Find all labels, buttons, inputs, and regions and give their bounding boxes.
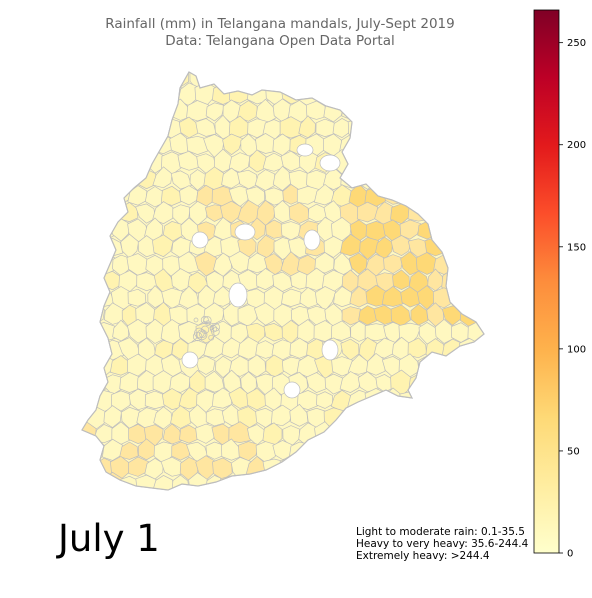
- city-mandal: [203, 316, 212, 325]
- mandal-region: [153, 406, 173, 430]
- unmapped-area: [234, 223, 256, 241]
- mandal-region: [215, 355, 232, 379]
- mandal-region: [356, 201, 379, 223]
- unmapped-area: [181, 351, 199, 369]
- mandal-region: [263, 323, 285, 342]
- mandal-region: [315, 118, 336, 138]
- mandal-region: [237, 336, 260, 360]
- unmapped-area: [321, 339, 339, 361]
- mandal-region: [314, 252, 335, 274]
- city-mandal: [198, 330, 207, 338]
- mandal-region: [152, 234, 174, 258]
- city-mandal: [194, 327, 205, 339]
- unmapped-area: [228, 282, 248, 308]
- mandal-region: [161, 388, 184, 411]
- unmapped-area: [303, 229, 321, 251]
- unmapped-area: [296, 143, 314, 157]
- legend-note-extreme: Extremely heavy: >244.4: [356, 550, 490, 562]
- colorbar-tick-label: 250: [567, 38, 586, 49]
- mandal-region: [188, 472, 208, 490]
- map-subtitle: Data: Telangana Open Data Portal: [165, 33, 395, 49]
- mandal-region: [204, 370, 225, 393]
- legend-note-light: Light to moderate rain: 0.1-35.5: [356, 526, 525, 538]
- city-mandal: [192, 331, 203, 342]
- city-mandal: [200, 316, 209, 324]
- city-mandal: [205, 320, 211, 326]
- mandal-region: [127, 288, 147, 307]
- mandal-region: [237, 100, 258, 122]
- mandal-region: [407, 337, 427, 359]
- mandal-region: [324, 373, 345, 395]
- mandal-region: [103, 302, 124, 325]
- mandal-region: [249, 149, 268, 173]
- colorbar-tick-label: 150: [567, 242, 586, 253]
- map-title: Rainfall (mm) in Telangana mandals, July…: [105, 16, 455, 32]
- mandal-region: [128, 456, 150, 477]
- mandal-region: [399, 219, 422, 240]
- mandal-region: [348, 252, 368, 275]
- mandal-region: [330, 320, 352, 341]
- mandal-region: [341, 306, 362, 326]
- city-mandal: [193, 317, 199, 323]
- mandal-region: [339, 233, 362, 257]
- colorbar-tick-label: 50: [567, 446, 580, 457]
- mandal-region: [119, 441, 139, 460]
- mandal-region: [255, 340, 277, 359]
- mandal-region: [135, 203, 156, 224]
- mandal-region: [219, 200, 243, 224]
- mandal-region: [152, 474, 175, 490]
- mandal-region: [170, 170, 193, 190]
- mandal-region: [313, 183, 334, 206]
- unmapped-area: [283, 381, 301, 399]
- city-mandal: [208, 334, 215, 341]
- colorbar-tick-label: 200: [567, 140, 586, 151]
- colorbar-gradient: [533, 9, 560, 554]
- mandal-region: [359, 237, 379, 260]
- mandal-region: [333, 286, 352, 308]
- mandal-region: [279, 116, 303, 139]
- colorbar-tick-label: 100: [567, 344, 586, 355]
- city-mandal: [209, 325, 218, 333]
- mandal-region: [392, 269, 410, 290]
- mandal-region: [135, 474, 157, 490]
- mandal-region: [152, 201, 174, 225]
- colorbar-tick-label: 0: [567, 549, 573, 560]
- mandal-region: [222, 133, 243, 156]
- city-mandal: [196, 329, 208, 341]
- unmapped-area: [319, 154, 341, 172]
- unmapped-area: [191, 231, 209, 249]
- state-border: [81, 71, 485, 491]
- mandal-region: [347, 354, 369, 375]
- mandal-region: [186, 100, 209, 122]
- mandal-region: [316, 391, 333, 409]
- date-label: July 1: [58, 517, 160, 560]
- legend-note-heavy: Heavy to very heavy: 35.6-244.4: [356, 538, 529, 550]
- mandal-region: [281, 288, 302, 307]
- mandal-region: [288, 202, 310, 224]
- mandal-region: [195, 118, 217, 137]
